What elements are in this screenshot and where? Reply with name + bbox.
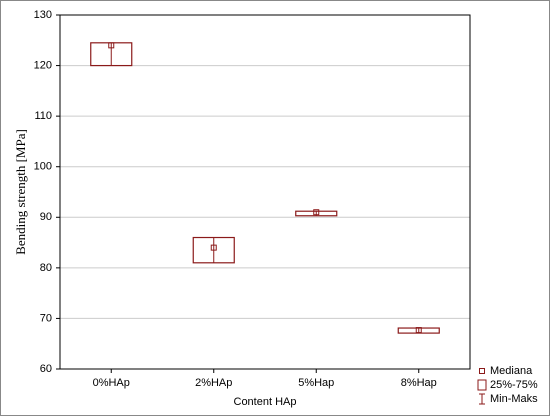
median bbox=[210, 244, 217, 251]
plot-frame bbox=[59, 14, 471, 370]
y-axis-label: Bending strength [MPa] bbox=[13, 129, 28, 255]
legend-symbol bbox=[479, 368, 485, 374]
y-tick-label: 70 bbox=[40, 312, 52, 324]
x-tick-label: 0%HAp bbox=[93, 377, 130, 389]
y-tick-label: 110 bbox=[34, 110, 52, 122]
x-tick-label: 2%HAp bbox=[195, 377, 232, 389]
median bbox=[313, 209, 320, 216]
x-axis-label: Content HAp bbox=[234, 396, 297, 408]
median bbox=[415, 327, 422, 334]
y-tick-label: 90 bbox=[40, 211, 52, 223]
legend-label: 25%-75% bbox=[490, 379, 538, 391]
y-tick-label: 120 bbox=[34, 59, 52, 71]
box bbox=[295, 210, 338, 217]
y-tick-label: 130 bbox=[34, 9, 52, 21]
y-tick-label: 100 bbox=[34, 161, 52, 173]
y-tick-label: 60 bbox=[40, 363, 52, 375]
box bbox=[192, 236, 235, 264]
median bbox=[108, 42, 115, 49]
x-tick-label: 5%Hap bbox=[298, 377, 334, 389]
legend-label: Mediana bbox=[490, 365, 533, 377]
legend-symbol bbox=[477, 379, 487, 391]
legend-label: Min-Maks bbox=[490, 393, 538, 405]
y-tick-label: 80 bbox=[40, 262, 52, 274]
x-tick-label: 8%Hap bbox=[401, 377, 437, 389]
